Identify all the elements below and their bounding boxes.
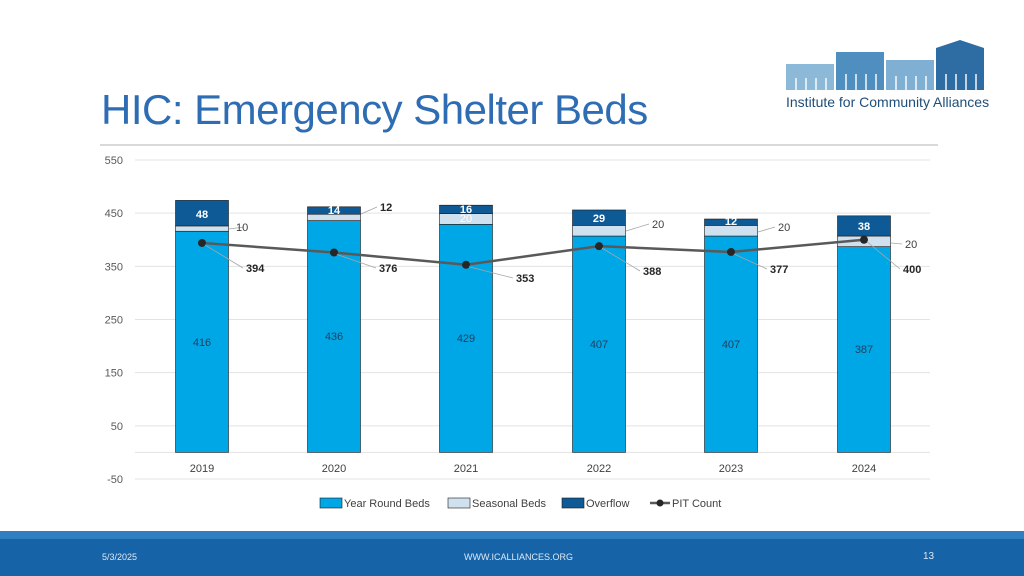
y-tick-label: 150 [105,368,123,380]
bar-seasonal [175,225,229,232]
data-label-pit: 388 [643,266,661,278]
data-label-seasonal: 20 [778,222,790,234]
leader-line [204,244,244,269]
bar-overflow [572,209,626,226]
data-label-pit: 394 [246,263,265,275]
data-label-pit: 377 [770,264,788,276]
data-label-overflow: 29 [593,213,605,225]
data-label-overflow: 48 [196,209,208,221]
leader-line [866,241,901,270]
pit-count-marker [330,248,338,257]
data-label-overflow: 38 [858,221,870,233]
data-label-seasonal: 20 [652,219,664,231]
x-tick-label: 2021 [454,463,478,475]
footer-date: 5/3/2025 [102,552,138,562]
pit-count-marker [595,242,603,251]
pit-count-marker [198,238,206,247]
bar-year-round [572,235,626,453]
data-label-seasonal: 10 [236,222,248,234]
page-title: HIC: Emergency Shelter Beds [101,86,648,133]
pit-count-marker [727,247,735,256]
pit-count-line [201,238,865,266]
data-label-year-round: 416 [193,337,211,349]
legend-label: Overflow [586,498,629,510]
data-label-year-round: 387 [855,344,873,356]
x-tick-label: 2020 [322,463,346,475]
y-tick-label: -50 [107,474,123,486]
data-label-year-round: 436 [325,331,343,343]
leader-line [468,266,514,279]
legend-label: PIT Count [672,498,721,510]
leader-line [228,226,245,230]
bar-overflow [704,218,758,226]
data-label-overflow: 14 [328,205,341,217]
bar-year-round [704,235,758,453]
pit-count-marker [462,260,470,269]
legend-swatch [319,497,343,509]
bar-overflow [307,206,361,215]
bar-year-round [175,230,229,453]
leader-line [601,247,641,272]
y-tick-label: 350 [105,261,123,273]
data-label-overflow: 12 [725,216,737,228]
legend-label: Year Round Beds [344,498,430,510]
leader-line [890,242,903,245]
footer-bar: 5/3/2025 WWW.ICALLIANCES.ORG 13 [0,539,1024,576]
data-label-overflow: 16 [460,204,472,216]
bar-seasonal [572,225,626,237]
data-label-year-round: 429 [457,333,475,345]
footer-website: WWW.ICALLIANCES.ORG [464,552,574,562]
data-label-seasonal: 20 [905,239,917,251]
y-tick-label: 450 [105,208,123,220]
data-label-pit: 376 [379,263,397,275]
legend-label: Seasonal Beds [472,498,546,510]
data-label-year-round: 407 [722,339,740,351]
footer-accent-line [0,531,1024,539]
y-tick-label: 250 [105,315,123,327]
leader-line [625,223,650,232]
leader-line [360,206,378,215]
data-label-seasonal: 20 [460,213,472,225]
data-label-pit: 400 [903,264,921,276]
x-tick-label: 2024 [852,463,876,475]
y-tick-label: 550 [105,155,123,167]
title-divider [100,144,938,146]
logo-text: Institute for Community Alliances [786,94,990,110]
legend-swatch [561,497,585,509]
legend-swatch-marker [656,499,664,507]
data-label-pit: 353 [516,273,534,285]
x-tick-label: 2022 [587,463,611,475]
page-number: 13 [923,551,935,562]
x-tick-label: 2023 [719,463,743,475]
data-label-year-round: 407 [590,339,608,351]
y-tick-label: 50 [111,421,123,433]
leader-line [733,253,768,270]
data-label-seasonal: 12 [380,202,392,214]
bar-year-round [837,246,891,453]
x-tick-label: 2019 [190,463,214,475]
legend-swatch [447,497,471,509]
leader-line [336,254,377,269]
bar-overflow [175,200,229,227]
ica-logo [786,40,984,90]
leader-line [757,226,776,233]
bar-overflow [439,204,493,214]
pit-count-marker [860,235,868,244]
